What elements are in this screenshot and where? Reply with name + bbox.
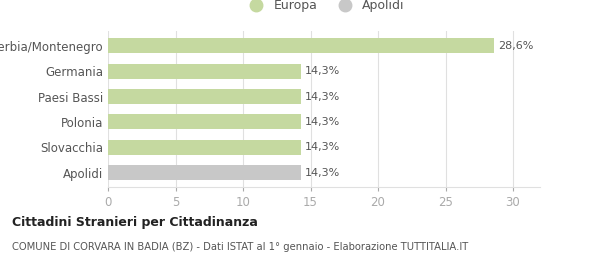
Text: COMUNE DI CORVARA IN BADIA (BZ) - Dati ISTAT al 1° gennaio - Elaborazione TUTTIT: COMUNE DI CORVARA IN BADIA (BZ) - Dati I… [12, 242, 468, 252]
Text: Cittadini Stranieri per Cittadinanza: Cittadini Stranieri per Cittadinanza [12, 216, 258, 229]
Bar [108, 165, 301, 180]
Bar [108, 114, 301, 129]
Bar [108, 140, 301, 155]
Bar [108, 38, 494, 54]
Text: 14,3%: 14,3% [305, 117, 340, 127]
Bar [108, 89, 301, 104]
Legend: Europa, Apolidi: Europa, Apolidi [238, 0, 410, 17]
Text: 28,6%: 28,6% [498, 41, 533, 51]
Text: 14,3%: 14,3% [305, 66, 340, 76]
Text: 14,3%: 14,3% [305, 92, 340, 102]
Text: 14,3%: 14,3% [305, 167, 340, 178]
Text: 14,3%: 14,3% [305, 142, 340, 152]
Bar [108, 64, 301, 79]
